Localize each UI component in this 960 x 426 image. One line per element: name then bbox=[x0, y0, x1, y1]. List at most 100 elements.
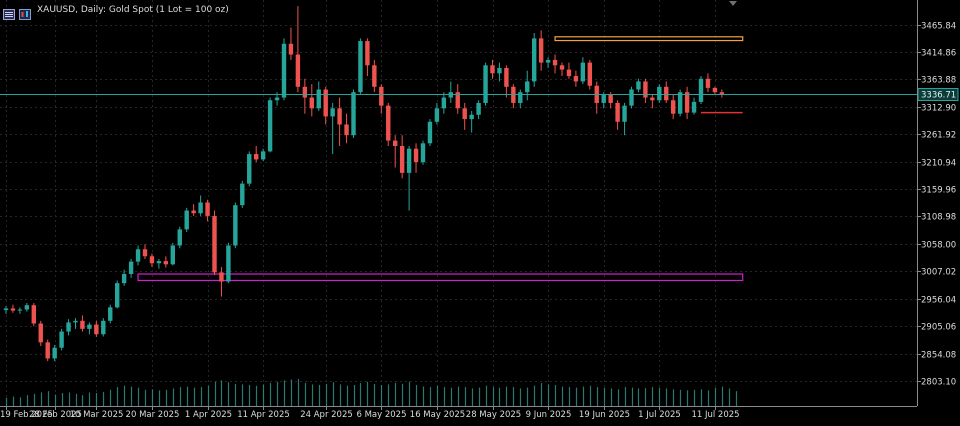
y-tick-label: 3058.00 bbox=[921, 241, 956, 251]
candle-body bbox=[316, 89, 321, 109]
candle-body bbox=[712, 87, 718, 93]
candle-bearish bbox=[212, 210, 217, 276]
y-tick-label: 3007.02 bbox=[921, 268, 956, 278]
zone-layer[interactable] bbox=[137, 36, 744, 282]
candle-bullish bbox=[469, 111, 474, 133]
candle-body bbox=[121, 274, 127, 284]
candle-body bbox=[483, 65, 488, 103]
candle-bullish bbox=[698, 76, 704, 105]
chart-shift-marker[interactable] bbox=[729, 1, 737, 6]
candle-body bbox=[532, 38, 537, 82]
candle-body bbox=[219, 272, 224, 282]
y-tick-label: 3159.96 bbox=[921, 186, 956, 196]
x-tick-label: 19 Jun 2025 bbox=[579, 410, 630, 420]
candle-body bbox=[191, 210, 196, 214]
window-menu-icon[interactable] bbox=[3, 5, 15, 20]
candle-bearish bbox=[615, 100, 620, 130]
candle-bullish bbox=[267, 97, 273, 153]
candle-body bbox=[469, 114, 474, 120]
candle-bearish bbox=[664, 81, 669, 103]
x-tick-label: 10 Mar 2025 bbox=[70, 410, 124, 420]
candle-bearish bbox=[365, 38, 370, 77]
candle-bearish bbox=[372, 59, 377, 93]
candle-body bbox=[295, 54, 301, 87]
candle-bearish bbox=[399, 135, 405, 179]
y-tick-label: 3210.94 bbox=[921, 159, 956, 169]
candle-body bbox=[629, 89, 634, 106]
candle-body bbox=[427, 121, 433, 144]
candle-body bbox=[233, 205, 238, 246]
candle-bullish bbox=[52, 345, 57, 362]
candle-body bbox=[351, 92, 356, 136]
candle-body bbox=[66, 322, 71, 332]
candle-body bbox=[684, 92, 690, 113]
candle-bearish bbox=[566, 62, 572, 79]
candle-body bbox=[115, 283, 120, 308]
magenta-zone[interactable] bbox=[137, 273, 744, 282]
candle-body bbox=[52, 347, 57, 359]
candle-body bbox=[80, 320, 85, 329]
x-tick-label: 28 Feb 2025 bbox=[29, 410, 82, 420]
candle-body bbox=[538, 38, 544, 63]
candle-body bbox=[490, 65, 495, 74]
candle-body bbox=[622, 105, 627, 122]
y-tick-label: 2854.08 bbox=[921, 351, 956, 361]
candle-bearish bbox=[650, 94, 655, 109]
orange-zone[interactable] bbox=[554, 36, 744, 42]
y-tick-label: 3108.98 bbox=[921, 213, 956, 223]
candle-body bbox=[358, 41, 363, 93]
candle-bearish bbox=[552, 54, 558, 74]
candle-bullish bbox=[434, 102, 440, 125]
y-tick-label: 2956.04 bbox=[921, 296, 956, 306]
candle-bullish bbox=[233, 202, 238, 249]
y-axis-ticks: 3465.84 3414.86 3363.88 3312.90 3261.92 3210.… bbox=[917, 22, 956, 388]
x-tick-label: 9 Jun 2025 bbox=[526, 410, 572, 420]
candle-body bbox=[580, 62, 586, 82]
candle-bullish bbox=[24, 303, 30, 312]
candle-body bbox=[94, 324, 99, 335]
candle-bearish bbox=[205, 199, 210, 222]
x-tick-label: 28 May 2025 bbox=[466, 410, 521, 420]
candle-bullish bbox=[101, 318, 106, 337]
candle-body bbox=[441, 97, 447, 109]
candle-bullish bbox=[657, 84, 662, 103]
chart-type-icon[interactable] bbox=[19, 5, 31, 20]
x-tick-label: 19 Feb 2025 bbox=[0, 410, 53, 420]
candle-bearish bbox=[94, 320, 99, 337]
candle-body bbox=[462, 108, 467, 120]
candle-body bbox=[671, 100, 676, 114]
candle-bullish bbox=[580, 57, 586, 85]
candle-body bbox=[636, 81, 641, 90]
candle-body bbox=[212, 215, 217, 273]
candle-bearish bbox=[462, 102, 467, 130]
candle-body bbox=[337, 108, 342, 125]
candle-body bbox=[198, 202, 203, 214]
candle-bullish bbox=[358, 38, 363, 95]
candle-body bbox=[372, 65, 377, 87]
candle-body bbox=[518, 92, 523, 103]
candle-body bbox=[393, 140, 398, 146]
candle-body bbox=[38, 323, 43, 343]
candle-body bbox=[657, 86, 662, 101]
candle-body bbox=[170, 245, 175, 265]
candle-body bbox=[184, 210, 189, 230]
candle-body bbox=[566, 69, 572, 77]
candle-bullish bbox=[545, 57, 551, 68]
candle-body bbox=[247, 154, 252, 184]
current-price-label: 3336.71 bbox=[921, 91, 956, 101]
candle-bullish bbox=[441, 92, 447, 114]
candle-bullish bbox=[629, 86, 634, 109]
candle-bearish bbox=[288, 27, 294, 60]
candle-bearish bbox=[719, 89, 725, 98]
candle-body bbox=[3, 308, 9, 311]
candle-body bbox=[406, 148, 412, 173]
candle-body bbox=[142, 249, 148, 257]
candle-body bbox=[677, 92, 683, 114]
candle-bearish bbox=[302, 78, 308, 114]
candle-bearish bbox=[344, 113, 349, 144]
candle-body bbox=[108, 307, 113, 321]
candle-bearish bbox=[295, 6, 301, 93]
candle-bearish bbox=[587, 59, 592, 90]
